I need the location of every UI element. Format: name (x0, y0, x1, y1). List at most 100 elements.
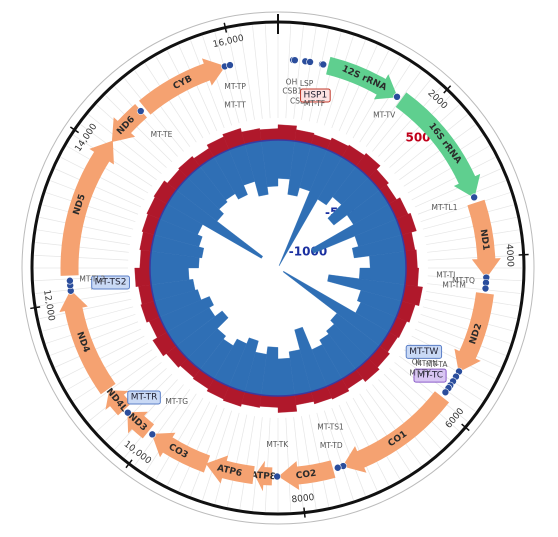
position-tick (443, 85, 452, 94)
guide-line (80, 124, 157, 181)
guide-line (42, 204, 134, 230)
guide-line (293, 25, 304, 119)
guide-line (134, 70, 191, 147)
outer-ring (21, 11, 535, 525)
guide-line (316, 412, 342, 504)
position-label: 16,000 (212, 34, 245, 51)
guide-line (73, 349, 153, 402)
guide-line (365, 70, 422, 147)
feature-box (413, 368, 447, 383)
feature-label: MT-TI (436, 271, 455, 280)
feature-label: MT-TA (426, 360, 448, 369)
feature-box (405, 344, 443, 359)
guide-line (389, 104, 460, 168)
guide-line (324, 35, 354, 126)
feature-marker (148, 430, 157, 439)
gene-arrow (342, 391, 450, 473)
gene-arrow (395, 92, 481, 198)
feature-label: CSB3 (290, 96, 310, 105)
guide-line (34, 254, 129, 261)
gene-arrow (326, 56, 398, 100)
guide-line (202, 410, 232, 501)
guide-line (308, 414, 330, 507)
guide-line (252, 417, 263, 511)
guide-line (324, 410, 354, 501)
guide-line (105, 95, 173, 163)
guide-line (378, 379, 442, 450)
feature-label: MT-TN (415, 359, 438, 368)
guide-line (114, 379, 178, 450)
guide-line (66, 342, 149, 391)
feature-label: MT-TK (266, 440, 289, 449)
guide-line (331, 40, 366, 129)
guide-line (134, 389, 191, 466)
guide-line (359, 393, 412, 473)
guide-line (365, 389, 422, 466)
feature-marker (124, 408, 132, 417)
guide-line (359, 63, 412, 143)
guide-line (45, 192, 136, 222)
feature-label: MT-TE (151, 130, 173, 139)
position-label: 6000 (444, 406, 467, 430)
gene-arrow (254, 460, 273, 492)
guide-line (226, 29, 248, 122)
forward-coverage (259, 128, 279, 142)
guide-line (338, 44, 378, 132)
guide-line (426, 229, 520, 245)
guide-line (420, 192, 511, 222)
feature-label: MT-TD (320, 441, 343, 450)
guide-line (427, 283, 521, 294)
guide-line (60, 156, 145, 201)
gene-arrow (151, 432, 211, 473)
guide-line (394, 362, 468, 422)
gene-label: ND1 (478, 229, 491, 251)
guide-line (252, 25, 263, 119)
guide-line (214, 32, 240, 124)
guide-line (39, 216, 132, 238)
guide-line (407, 145, 490, 194)
guide-line (54, 328, 142, 368)
guide-line (345, 50, 390, 135)
guide-line (345, 401, 390, 486)
guide-line (352, 397, 401, 480)
guide-line (420, 314, 511, 344)
coverage-baseline (149, 139, 407, 397)
guide-line (422, 204, 514, 230)
background-layer (34, 24, 522, 512)
feature-label: MT-TS1 (317, 423, 344, 432)
guide-line (308, 29, 330, 122)
feature-marker (306, 58, 314, 66)
feature-label: MT-TR (131, 393, 158, 403)
guide-line (301, 416, 317, 510)
feature-marker (333, 463, 342, 472)
guide-line (226, 414, 248, 507)
guide-line (66, 145, 149, 194)
gene-arrow (467, 199, 501, 279)
guide-line (424, 298, 517, 320)
guide-line (190, 407, 225, 496)
guide-line (426, 291, 520, 307)
feature-label: MT-TP (224, 82, 246, 91)
position-tick (223, 22, 228, 33)
feature-marker (481, 284, 490, 293)
guide-line (239, 26, 255, 120)
guide-line (166, 401, 211, 486)
guide-line (124, 78, 184, 152)
guide-line (88, 114, 162, 174)
gene-label: ATP8 (250, 471, 276, 483)
guide-line (166, 50, 211, 135)
feature-label: MT-TM (442, 280, 465, 289)
gene-arrow (127, 411, 155, 439)
feature-label: HSP1 (304, 90, 328, 100)
guide-line (264, 417, 271, 512)
feature-label: MT-TL2 (79, 274, 105, 283)
guide-line (301, 26, 317, 120)
feature-label: MT-TQ (452, 276, 475, 285)
feature-label: CSB1 (282, 87, 302, 96)
position-tick (518, 253, 529, 256)
guide-line (427, 242, 521, 253)
guide-line (417, 180, 506, 215)
guide-line (105, 373, 173, 441)
guide-line (124, 384, 184, 458)
guide-line (264, 24, 271, 119)
